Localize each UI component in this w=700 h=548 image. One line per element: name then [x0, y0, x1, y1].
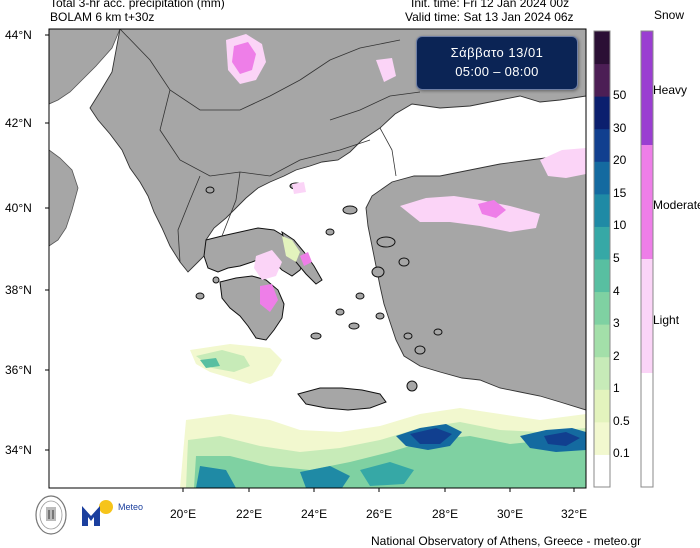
country-borders — [119, 29, 421, 263]
lon-label-32: 32°E — [561, 507, 588, 521]
meteo-logo-text: Meteo — [118, 502, 144, 512]
lon-label-26: 26°E — [366, 507, 393, 521]
lat-label-38: 38°N — [5, 283, 32, 297]
precip-colorbar-segment — [594, 31, 610, 65]
snow-legend-title: Snow — [654, 8, 685, 22]
precip-colorbar-segment — [594, 454, 610, 488]
precip-colorbar-label: 30 — [613, 120, 627, 135]
valid-time: Valid time: Sat 13 Jan 2024 06z — [405, 10, 574, 24]
precip-south-sea — [180, 344, 586, 488]
model-label: BOLAM 6 km t+30z — [50, 10, 155, 24]
snow-colorbar-segment — [641, 259, 653, 373]
precip-colorbar-segment — [594, 291, 610, 325]
footer-credit: National Observatory of Athens, Greece -… — [371, 534, 642, 548]
lon-label-22: 22°E — [236, 507, 263, 521]
forecast-hours: 05:00 – 08:00 — [455, 64, 539, 79]
noa-seal-icon — [35, 495, 67, 535]
land-italy-south — [49, 149, 79, 247]
precip-colorbar-segment — [594, 324, 610, 358]
lon-label-24: 24°E — [301, 507, 328, 521]
precip-colorbar-segment — [594, 161, 610, 195]
lat-label-42: 42°N — [5, 116, 32, 130]
precip-colorbar-segment — [594, 389, 610, 423]
aegean-islands — [195, 182, 443, 392]
precip-colorbar-label: 5 — [613, 251, 620, 265]
land-crete — [297, 387, 387, 411]
lon-label-28: 28°E — [432, 507, 459, 521]
precip-colorbar-label: 4 — [613, 283, 620, 298]
forecast-day: Σάββατο 13/01 — [450, 45, 544, 60]
precip-colorbar-label: 0.1 — [613, 446, 630, 461]
precip-euboea — [282, 236, 300, 262]
precip-colorbar-segment — [594, 63, 610, 97]
precip-colorbar-segment — [594, 356, 610, 390]
precip-colorbar-frame — [593, 30, 611, 488]
meteo-logo-icon — [82, 500, 113, 526]
precip-colorbar-label: 50 — [613, 88, 627, 103]
forecast-date-box: Σάββατο 13/01 05:00 – 08:00 — [416, 36, 578, 90]
snow-label-moderate: Moderate — [653, 198, 700, 212]
map-frame — [48, 28, 587, 489]
axis-ticks — [45, 34, 575, 492]
snow-patches — [226, 34, 586, 312]
lon-label-30: 30°E — [497, 507, 524, 521]
precip-colorbar-segment — [594, 421, 610, 455]
precip-colorbar-segment — [594, 259, 610, 293]
snow-label-heavy: Heavy — [653, 83, 688, 97]
lat-label-36: 36°N — [5, 363, 32, 377]
precip-colorbar-segment — [594, 128, 610, 162]
snow-colorbar-segment — [641, 373, 653, 487]
init-time: Init. time: Fri 12 Jan 2024 00z — [411, 0, 570, 10]
precip-colorbar-label: 0.5 — [613, 413, 630, 428]
lon-label-20: 20°E — [170, 507, 197, 521]
precip-colorbar-label: 15 — [613, 185, 627, 200]
land-italy — [49, 29, 121, 105]
snow-colorbar-segment — [641, 145, 653, 259]
precip-colorbar-label: 2 — [613, 348, 620, 363]
precip-colorbar-segment — [594, 226, 610, 260]
lat-label-44: 44°N — [5, 28, 32, 42]
lat-label-34: 34°N — [5, 443, 32, 457]
precip-colorbar-segment — [594, 96, 610, 130]
precip-colorbar-label: 20 — [613, 153, 627, 168]
snow-colorbar-frame — [640, 30, 654, 488]
precip-colorbar-label: 1 — [613, 381, 620, 396]
precip-colorbar-segment — [594, 193, 610, 227]
precip-colorbar-label: 3 — [613, 316, 620, 331]
snow-colorbar-segment — [641, 31, 653, 145]
precip-colorbar-label: 10 — [613, 218, 627, 233]
lat-label-40: 40°N — [5, 201, 32, 215]
chart-title: Total 3-hr acc. precipitation (mm) — [50, 0, 225, 10]
snow-label-light: Light — [653, 313, 680, 327]
